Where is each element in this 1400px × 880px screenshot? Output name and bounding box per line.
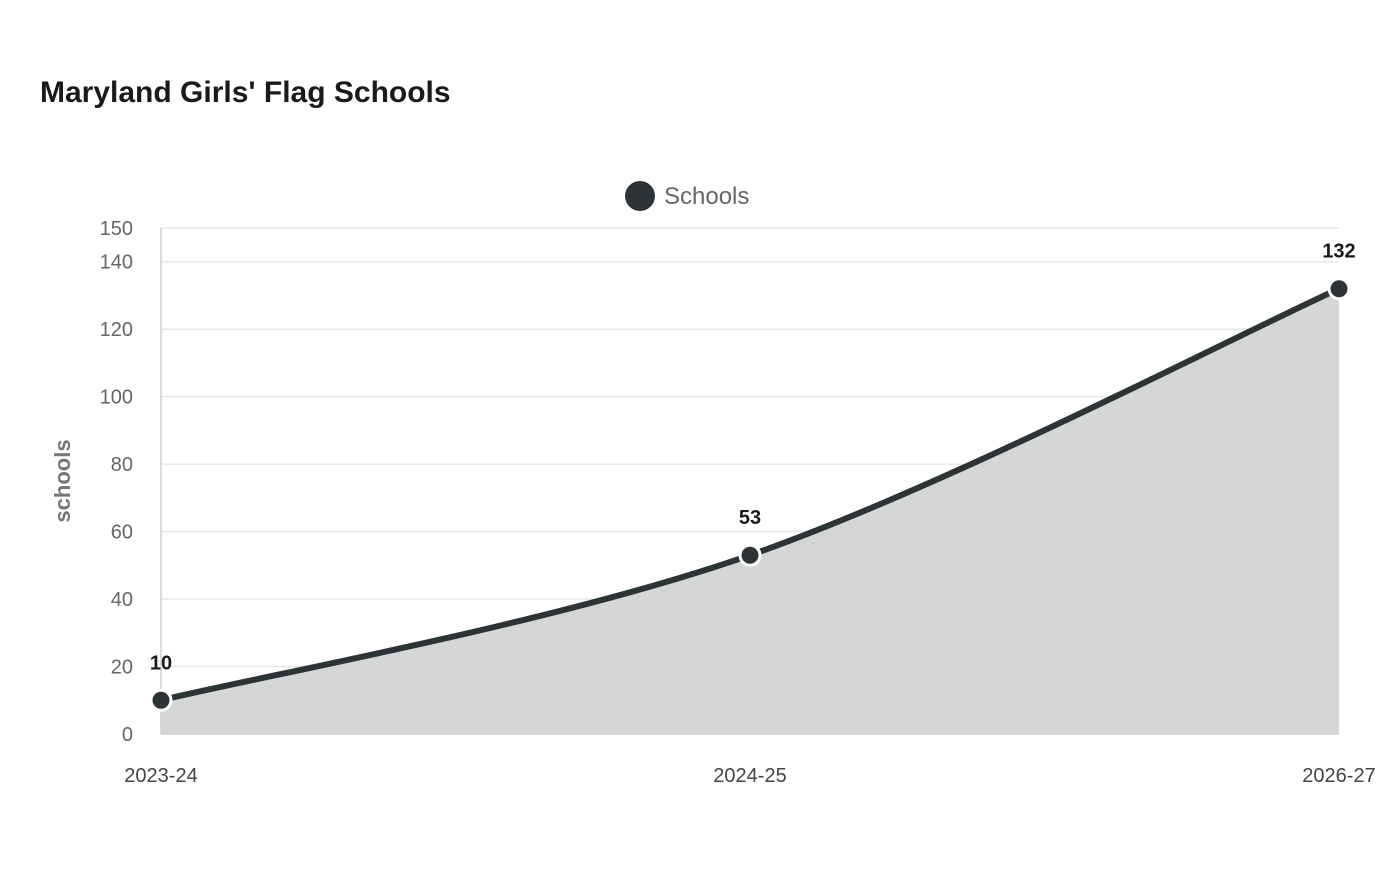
data-label: 132: [1322, 241, 1355, 263]
x-tick-label: 2026-27: [1302, 765, 1375, 787]
legend-label[interactable]: Schools: [664, 183, 749, 210]
data-label: 53: [739, 507, 761, 529]
data-point[interactable]: [149, 688, 173, 712]
y-tick-label: 120: [100, 319, 133, 341]
data-point[interactable]: [738, 543, 762, 567]
x-tick-label: 2024-25: [713, 765, 786, 787]
y-tick-label: 40: [111, 589, 133, 611]
y-tick-label: 80: [111, 454, 133, 476]
y-tick-label: 60: [111, 522, 133, 544]
data-point[interactable]: [1327, 277, 1351, 301]
x-tick-label: 2023-24: [124, 765, 197, 787]
chart-title: Maryland Girls' Flag Schools: [40, 76, 451, 109]
y-tick-label: 0: [122, 724, 133, 746]
legend[interactable]: Schools: [625, 181, 749, 211]
series-area-fill: [161, 288, 1339, 734]
legend-marker: [625, 181, 655, 211]
area-layer: [161, 288, 1339, 734]
axis-layer: 0 20 40 60 80 100 120 140 150 2023-24 2024-25 2026-…: [50, 218, 1376, 787]
y-tick-label: 100: [100, 387, 133, 409]
point-layer: [149, 277, 1351, 712]
data-label: 10: [150, 652, 172, 674]
y-tick-label: 140: [100, 252, 133, 274]
y-axis-title: schools: [50, 439, 75, 522]
label-layer: 10 53 132: [150, 241, 1356, 675]
y-tick-label: 150: [100, 218, 133, 240]
y-tick-label: 20: [111, 657, 133, 679]
